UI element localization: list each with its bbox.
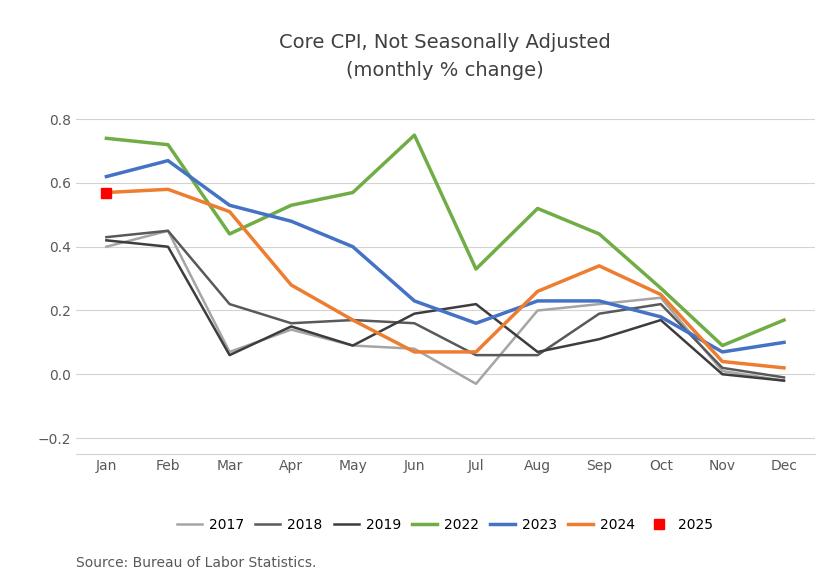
Text: Source: Bureau of Labor Statistics.: Source: Bureau of Labor Statistics. [76,556,316,570]
Legend: 2017, 2018, 2019, 2022, 2023, 2024, 2025: 2017, 2018, 2019, 2022, 2023, 2024, 2025 [171,512,719,537]
Title: Core CPI, Not Seasonally Adjusted
(monthly % change): Core CPI, Not Seasonally Adjusted (month… [280,33,611,80]
